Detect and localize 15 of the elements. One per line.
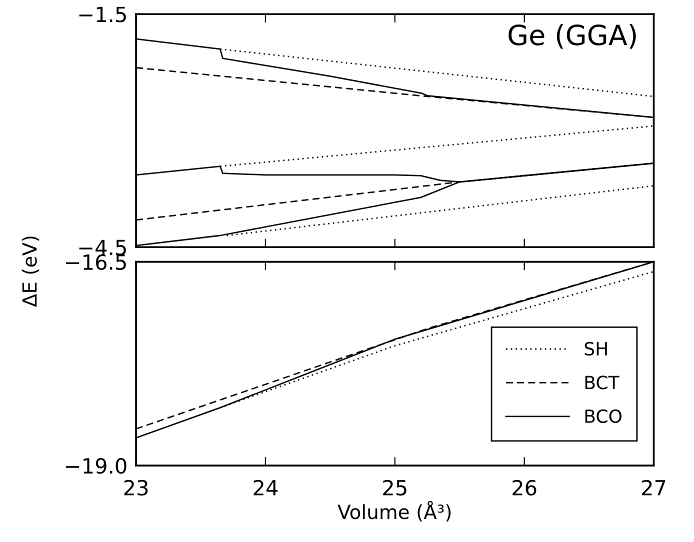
legend-label: BCT — [585, 376, 620, 390]
y-axis-title: ΔE (eV) — [22, 236, 40, 307]
x-tick-label: 24 — [254, 480, 278, 496]
y-tick-label: −1.5 — [79, 6, 126, 22]
x-tick-label: 26 — [512, 480, 536, 496]
x-tick-label: 23 — [124, 480, 148, 496]
y-tick-label: −19.0 — [66, 458, 126, 474]
annotation: Ge (GGA) — [508, 24, 636, 49]
x-tick-label: 25 — [383, 480, 406, 496]
x-axis-title: Volume (Å³) — [338, 500, 451, 522]
legend-label: SH — [584, 342, 607, 356]
y-tick-label: −16.5 — [66, 254, 126, 270]
legend-label: BCO — [585, 409, 622, 424]
y-tick-label: −4.5 — [79, 240, 126, 256]
x-tick-label: 27 — [642, 480, 666, 496]
